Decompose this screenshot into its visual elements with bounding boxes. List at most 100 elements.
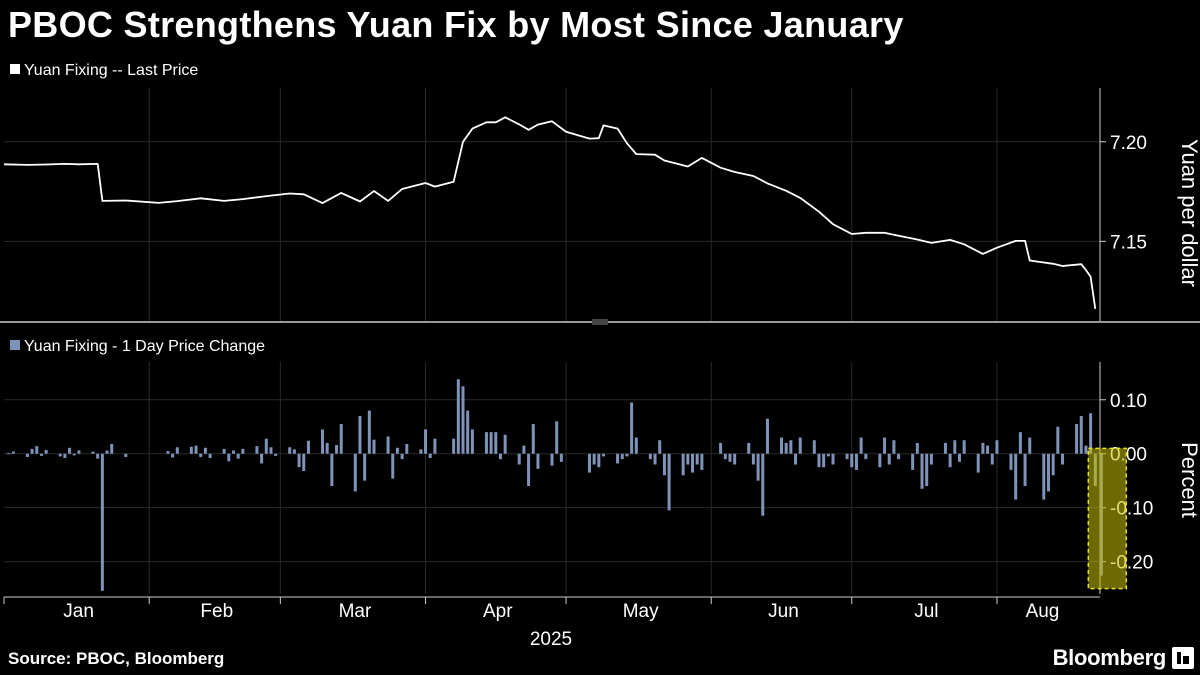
bar [1023,453,1027,487]
bar [72,453,76,456]
bar [400,453,404,460]
line-series [3,116,1097,310]
bar [831,453,835,465]
line-y-tick-label: 7.15 [1110,232,1147,253]
bar [854,453,858,470]
x-year-label: 2025 [530,629,572,650]
bar [794,453,798,465]
bar [325,442,329,454]
panel-resize-handle[interactable] [592,319,608,325]
bar [77,450,81,454]
bar [686,453,690,465]
bar [667,453,671,511]
bar [536,453,540,469]
bar [189,446,193,454]
bar [419,449,423,454]
bar [784,442,788,454]
bar [461,386,465,454]
bar [386,436,390,454]
bar [428,453,432,459]
highlight-rect [1087,447,1128,590]
bar [208,453,212,459]
bar [555,421,559,454]
bar [433,438,437,454]
bar [625,453,629,457]
bar [691,453,695,473]
line-y-axis: 7.20 7.15 [1099,88,1147,321]
bar [756,453,760,481]
bar [194,445,198,454]
x-tick-label: Jul [914,601,938,622]
bar-legend-label: Yuan Fixing - 1 Day Price Change [24,338,265,355]
bar [335,445,339,454]
bar [297,453,301,468]
x-tick-label: Apr [483,601,513,622]
x-tick-label: Feb [200,601,233,622]
bar [911,453,915,470]
bar [353,453,357,492]
bar [367,410,371,454]
bar [269,447,273,454]
bar [733,453,737,465]
bar [302,453,306,471]
bar [751,453,755,465]
bar [1089,413,1093,454]
bar [662,453,666,476]
bar [953,440,957,454]
line-path [3,116,1097,310]
bar [845,453,849,460]
bar [653,453,657,465]
bar [91,451,95,454]
bar [789,440,793,454]
bar [826,453,830,457]
bar [1042,453,1046,500]
bar [292,449,296,454]
line-legend-swatch [10,64,20,74]
bar [719,442,723,454]
bar [255,446,259,454]
bar [887,453,891,465]
bar [948,453,952,468]
x-tick-label: May [623,601,659,622]
bar [25,453,29,457]
bar [330,453,334,487]
bar [892,440,896,454]
bar [358,415,362,454]
bar [274,453,278,456]
bar [864,453,868,460]
bar [920,453,924,489]
bar [44,449,48,454]
line-legend: Yuan Fixing -- Last Price [10,62,198,79]
bar [63,453,67,459]
bar [602,453,606,457]
x-tick-label: Jun [768,601,799,622]
bar [489,432,493,454]
bar [424,429,428,454]
bar [550,453,554,466]
bar [320,429,324,454]
bar [1061,453,1065,465]
bar [897,453,901,460]
bar [597,453,601,468]
bar [1079,415,1083,454]
bar [761,453,765,516]
bar [587,453,591,473]
bar [822,453,826,468]
bar [592,453,596,465]
bar [470,429,474,454]
brand-logo: Bloomberg [1052,645,1167,670]
bar [962,440,966,454]
bar [203,447,207,454]
bar [559,453,563,462]
bar [812,440,816,454]
bar [765,418,769,454]
bar [456,379,460,454]
bar [466,410,470,454]
bar [620,453,624,460]
bar [700,453,704,470]
bar [227,453,231,462]
bar-y-axis-title: Percent [1177,442,1200,518]
highlight-box [1087,447,1128,590]
bar [957,453,961,462]
bar [658,440,662,454]
